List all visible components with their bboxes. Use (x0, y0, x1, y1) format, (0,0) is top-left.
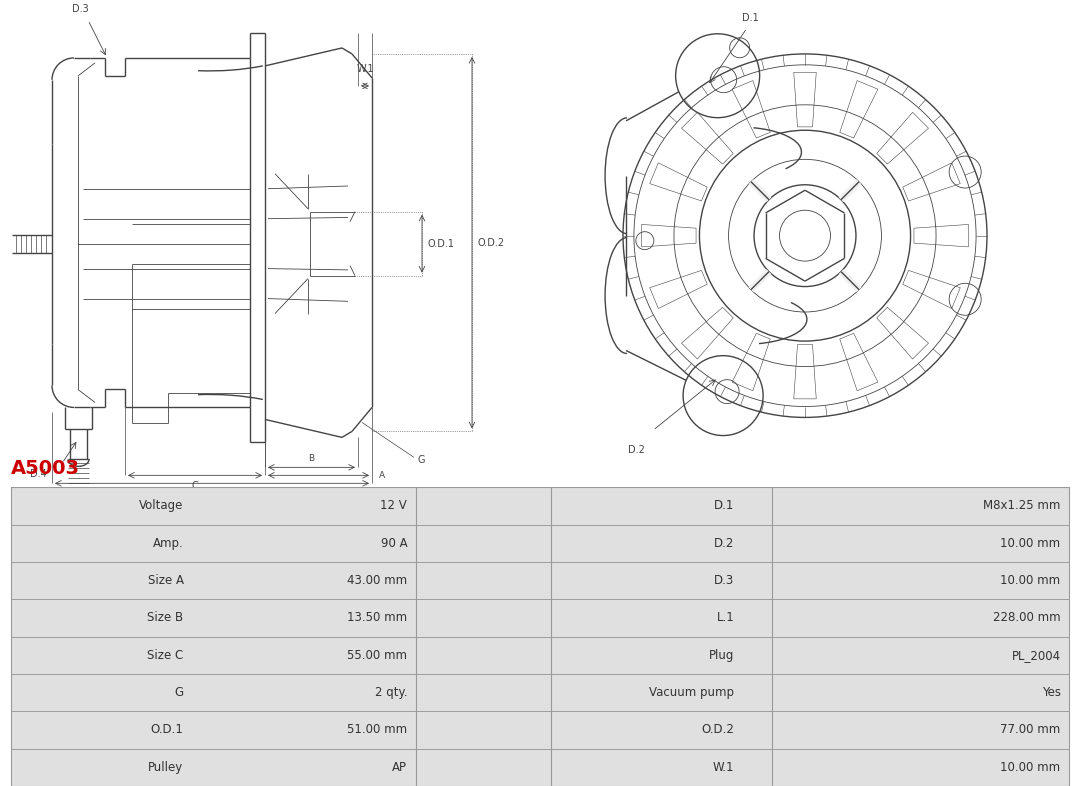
Bar (416, 674, 551, 711)
Text: A: A (379, 471, 386, 479)
Text: 2 qty.: 2 qty. (375, 686, 407, 700)
Text: 10.00 mm: 10.00 mm (1000, 537, 1061, 550)
Text: 13.50 mm: 13.50 mm (347, 612, 407, 625)
Bar (11, 711, 416, 748)
Text: Amp.: Amp. (153, 537, 184, 550)
Text: O.D.1: O.D.1 (428, 239, 455, 248)
Text: L.1: L.1 (717, 612, 734, 625)
Bar (551, 599, 772, 637)
Bar (416, 487, 551, 525)
Text: AP: AP (392, 761, 407, 774)
Text: 77.00 mm: 77.00 mm (1000, 723, 1061, 736)
Text: Size C: Size C (147, 648, 184, 662)
Text: L.1: L.1 (205, 491, 219, 501)
Text: G: G (417, 455, 424, 465)
Text: D.1: D.1 (714, 499, 734, 512)
Text: M8x1.25 mm: M8x1.25 mm (983, 499, 1061, 512)
Text: Size B: Size B (148, 612, 184, 625)
Text: Voltage: Voltage (139, 499, 184, 512)
Text: G: G (175, 686, 184, 700)
Bar (772, 748, 1069, 786)
Bar (11, 525, 416, 562)
Bar (551, 637, 772, 674)
Bar (551, 748, 772, 786)
Text: 10.00 mm: 10.00 mm (1000, 574, 1061, 587)
Text: 51.00 mm: 51.00 mm (347, 723, 407, 736)
Text: 228.00 mm: 228.00 mm (993, 612, 1061, 625)
Bar (11, 748, 416, 786)
Bar (11, 637, 416, 674)
Text: 10.00 mm: 10.00 mm (1000, 761, 1061, 774)
Bar (11, 674, 416, 711)
Bar (551, 487, 772, 525)
Bar (551, 711, 772, 748)
Bar (772, 487, 1069, 525)
Text: Plug: Plug (710, 648, 734, 662)
Text: Size A: Size A (148, 574, 184, 587)
Bar (11, 599, 416, 637)
Bar (772, 674, 1069, 711)
Text: 12 V: 12 V (380, 499, 407, 512)
Bar (416, 562, 551, 599)
Text: D.3: D.3 (714, 574, 734, 587)
Text: A5003: A5003 (11, 459, 80, 478)
Text: 55.00 mm: 55.00 mm (347, 648, 407, 662)
Text: 90 A: 90 A (380, 537, 407, 550)
Bar (772, 562, 1069, 599)
Bar (416, 637, 551, 674)
Bar (11, 487, 416, 525)
Bar (416, 599, 551, 637)
Bar (416, 711, 551, 748)
Bar (551, 525, 772, 562)
Text: 43.00 mm: 43.00 mm (347, 574, 407, 587)
Text: D.2: D.2 (714, 537, 734, 550)
Text: PL_2004: PL_2004 (1012, 648, 1061, 662)
Text: D.4: D.4 (30, 469, 46, 479)
Text: O.D.2: O.D.2 (478, 237, 505, 248)
Text: C: C (191, 481, 199, 491)
Text: W.1: W.1 (713, 761, 734, 774)
Text: Pulley: Pulley (148, 761, 184, 774)
Text: B: B (309, 454, 314, 464)
Bar (416, 748, 551, 786)
Bar (551, 562, 772, 599)
Bar (551, 674, 772, 711)
Text: D.2: D.2 (627, 446, 645, 455)
Text: O.D.2: O.D.2 (702, 723, 734, 736)
Text: Vacuum pump: Vacuum pump (649, 686, 734, 700)
Bar (772, 711, 1069, 748)
Bar (772, 599, 1069, 637)
Bar (772, 637, 1069, 674)
Text: D.3: D.3 (72, 4, 89, 14)
Bar (772, 525, 1069, 562)
Bar (416, 525, 551, 562)
Text: Yes: Yes (1041, 686, 1061, 700)
Text: O.D.1: O.D.1 (151, 723, 184, 736)
Text: D.1: D.1 (742, 13, 759, 23)
Text: W.1: W.1 (356, 64, 374, 74)
Bar (11, 562, 416, 599)
